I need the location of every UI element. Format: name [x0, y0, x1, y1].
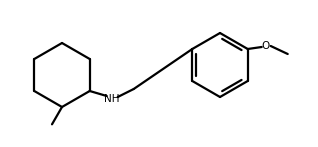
- Text: O: O: [262, 41, 270, 51]
- Text: NH: NH: [104, 94, 120, 104]
